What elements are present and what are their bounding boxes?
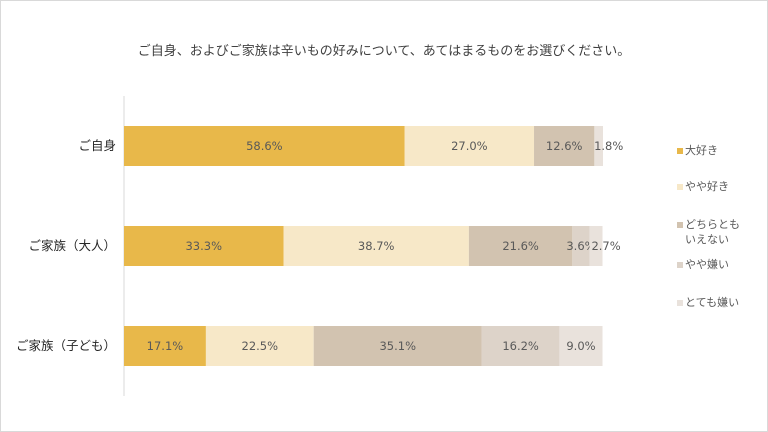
legend-label: やや嫌い	[685, 257, 729, 271]
data-label: 9.0%	[566, 339, 595, 353]
data-label: 21.6%	[502, 239, 539, 253]
legend-label: とても嫌い	[685, 295, 739, 309]
bar-segment	[283, 226, 469, 266]
bar-segment	[124, 126, 405, 166]
legend-swatch	[677, 148, 683, 154]
data-label: 22.5%	[242, 339, 279, 353]
category-label: ご家族（大人）	[28, 238, 116, 253]
bar-segment	[313, 326, 482, 366]
data-label: 33.3%	[185, 239, 222, 253]
legend-swatch	[677, 300, 683, 306]
data-label: 2.7%	[591, 239, 620, 253]
legend-label: やや好き	[685, 179, 729, 193]
data-label: 1.8%	[594, 139, 623, 153]
category-label: ご家族（子ども）	[16, 338, 116, 353]
legend-label: いえない	[685, 233, 729, 246]
bar-segment	[559, 326, 603, 366]
bar-segment	[404, 126, 535, 166]
bar-segment	[589, 226, 603, 266]
data-label: 3.6%	[566, 239, 595, 253]
data-label: 27.0%	[451, 139, 488, 153]
bar-segment	[594, 126, 603, 166]
chart-title: ご自身、およびご家族は辛いもの好みについて、あてはまるものをお選びください。	[137, 44, 631, 59]
legend-swatch	[677, 222, 683, 228]
bar-segment	[124, 326, 206, 366]
data-label: 58.6%	[246, 139, 283, 153]
bar-segment	[572, 226, 590, 266]
bar-segment	[124, 226, 284, 266]
data-label: 12.6%	[546, 139, 583, 153]
legend-swatch	[677, 262, 683, 268]
data-label: 38.7%	[358, 239, 395, 253]
legend-label: どちらとも	[685, 218, 740, 231]
data-label: 35.1%	[379, 339, 416, 353]
bar-segment	[481, 326, 560, 366]
data-label: 17.1%	[147, 339, 184, 353]
bar-segment	[468, 226, 573, 266]
bar-segment	[205, 326, 314, 366]
bar-segment	[534, 126, 595, 166]
legend-swatch	[677, 184, 683, 190]
legend-label: 大好き	[685, 143, 718, 157]
data-label: 16.2%	[502, 339, 539, 353]
category-label: ご自身	[78, 138, 116, 153]
